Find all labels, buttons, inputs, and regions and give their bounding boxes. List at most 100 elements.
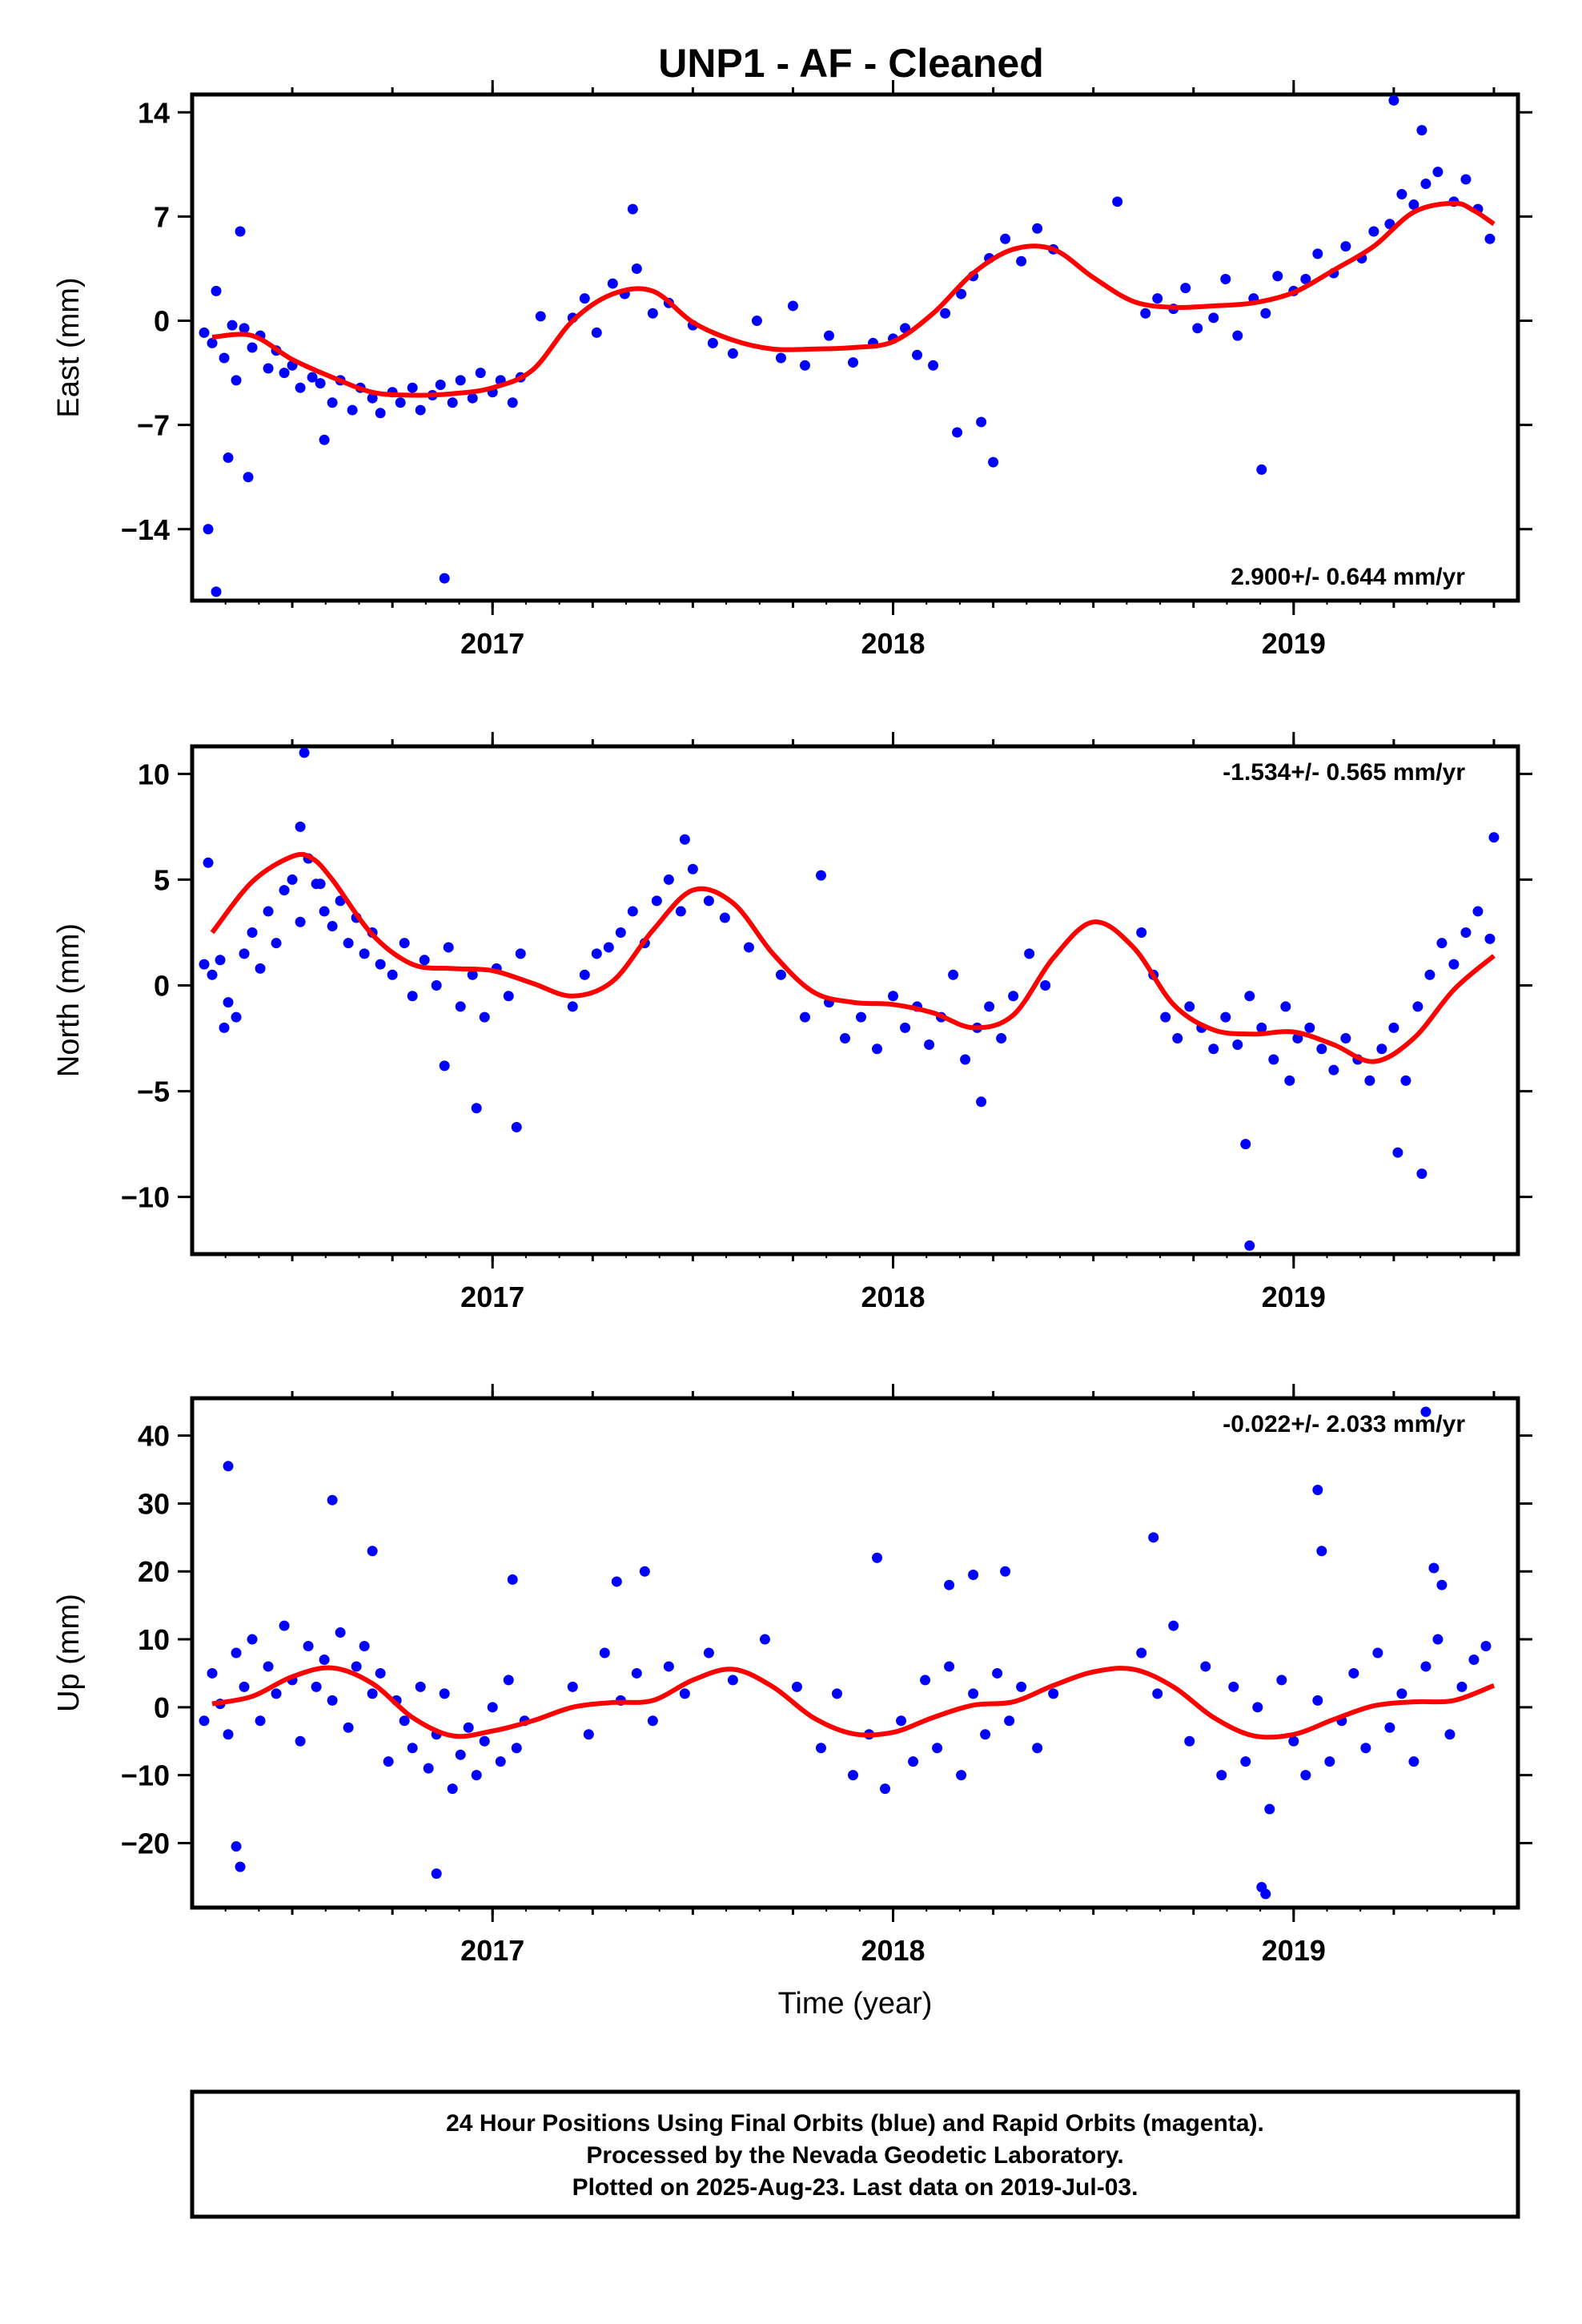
data-point [315,378,326,389]
data-point [471,1103,482,1114]
data-point [615,927,626,938]
north-axis-label: North (mm) [52,923,86,1077]
data-point [247,927,258,938]
data-point [599,1647,610,1659]
data-point [255,1715,266,1727]
footer-line-1: 24 Hour Positions Using Final Orbits (bl… [446,2110,1264,2137]
data-point [1268,1054,1279,1065]
data-point [567,1681,578,1692]
data-point [263,1661,274,1672]
data-point [579,293,590,304]
data-point [603,942,614,953]
data-point [535,311,546,322]
data-point [279,368,290,379]
y-tick-label: 5 [154,863,170,896]
data-point [327,1695,338,1706]
data-point [255,963,266,974]
data-point [235,1861,246,1872]
y-tick-label: 10 [138,1623,170,1656]
data-point [1300,1770,1311,1781]
data-point [223,452,234,464]
data-point [1456,1681,1468,1692]
east-panel: 2017 2018 2019 14 7 0 −7 −14 East (mm) 2.900+/- 0… [52,80,1532,660]
data-point [1436,1579,1447,1590]
data-point [932,1743,943,1754]
data-point [1184,1001,1195,1012]
data-point [199,1715,210,1727]
data-point [1208,312,1219,324]
data-point [908,1756,919,1767]
data-point [295,1735,306,1747]
data-point [1312,1695,1323,1706]
data-point [243,472,254,483]
data-point [687,863,698,875]
data-point [1032,1743,1043,1754]
data-point [383,1756,394,1767]
data-point [1424,969,1435,980]
data-point [475,368,486,379]
data-point [295,382,306,393]
data-point [1180,283,1191,294]
y-tick-label: 10 [138,758,170,790]
data-point [295,821,306,832]
data-point [1360,1743,1371,1754]
data-point [407,382,418,393]
data-point [1140,308,1151,319]
data-point [327,1494,338,1506]
x-tick-label: 2017 [460,1934,524,1967]
y-tick-label: 7 [154,200,170,233]
data-point [511,1122,522,1132]
data-point [627,906,638,917]
data-point [912,349,923,360]
data-point [940,308,951,319]
data-point [956,288,967,300]
data-point [423,1763,434,1774]
data-point [799,360,810,371]
data-point [375,1667,386,1679]
data-point [399,1715,410,1727]
data-point [207,1667,218,1679]
data-point [888,991,899,1002]
data-point [1152,293,1163,304]
data-point [199,959,210,970]
data-point [583,1729,594,1740]
data-point [1300,273,1311,284]
data-point [996,1033,1007,1044]
data-point [831,1688,842,1699]
data-point [567,1001,578,1012]
data-point [439,1688,450,1699]
x-tick-label: 2018 [861,627,925,660]
data-point [307,372,318,383]
data-point [463,1722,474,1733]
up-rate-label: -0.022+/- 2.033 mm/yr [1223,1411,1465,1437]
x-tick-label: 2017 [460,627,524,660]
data-point [1232,1039,1243,1050]
data-point [1392,1147,1403,1158]
data-point [920,1675,931,1686]
data-point [479,1735,490,1747]
footer-frame [190,2089,1520,2219]
up-data [199,1406,1496,1900]
data-point [1160,1011,1171,1023]
data-point [447,397,458,408]
data-point [900,1022,911,1033]
data-point [727,1675,738,1686]
data-point [1388,1022,1399,1033]
data-point [1468,1654,1480,1665]
data-point [815,870,826,881]
data-point [1168,1620,1179,1631]
data-point [944,1579,955,1590]
data-point [1004,1715,1015,1727]
data-point [311,1681,322,1692]
data-point [375,959,386,970]
data-point [1252,1702,1263,1713]
data-point [775,969,786,980]
data-point [219,352,230,364]
data-point [1400,1075,1411,1086]
data-point [1408,1756,1419,1767]
x-tick-label: 2018 [861,1281,925,1313]
data-point [231,1647,242,1659]
data-point [279,885,290,896]
data-point [471,1770,482,1781]
data-point [455,1749,466,1760]
